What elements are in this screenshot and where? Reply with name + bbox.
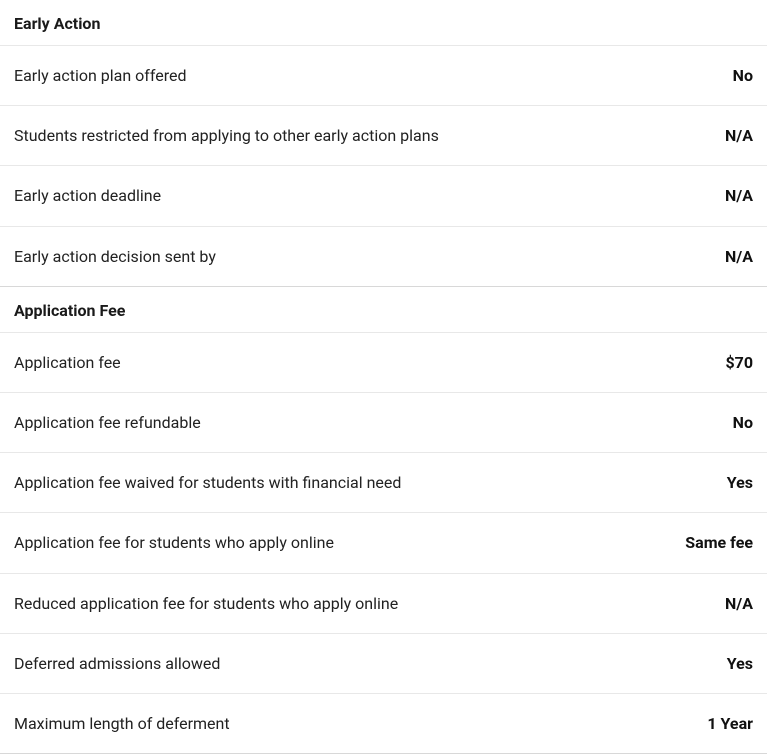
row-label: Students restricted from applying to oth… [14, 124, 439, 147]
row-value: N/A [725, 247, 753, 266]
section-header: Application Fee [0, 287, 767, 332]
table-row: Application fee $70 [0, 332, 767, 392]
table-row: Maximum length of deferment 1 Year [0, 693, 767, 753]
row-value: N/A [725, 594, 753, 613]
row-label: Early action decision sent by [14, 245, 216, 268]
row-label: Deferred admissions allowed [14, 652, 220, 675]
row-label: Application fee [14, 351, 121, 374]
table-row: Early action plan offered No [0, 45, 767, 105]
section-application-fee: Application Fee Application fee $70 Appl… [0, 287, 767, 754]
row-value: $70 [725, 353, 753, 372]
row-value: No [733, 66, 753, 85]
row-value: N/A [725, 126, 753, 145]
table-row: Reduced application fee for students who… [0, 573, 767, 633]
table-row: Application fee waived for students with… [0, 452, 767, 512]
row-value: 1 Year [707, 714, 753, 733]
row-label: Maximum length of deferment [14, 712, 230, 735]
row-value: Yes [727, 654, 753, 673]
table-row: Application fee refundable No [0, 392, 767, 452]
row-label: Application fee refundable [14, 411, 201, 434]
row-value: Yes [727, 473, 753, 492]
row-label: Reduced application fee for students who… [14, 592, 398, 615]
row-label: Application fee waived for students with… [14, 471, 401, 494]
row-value: N/A [725, 186, 753, 205]
table-row: Deferred admissions allowed Yes [0, 633, 767, 693]
table-row: Application fee for students who apply o… [0, 512, 767, 572]
section-header: Early Action [0, 0, 767, 45]
section-early-action: Early Action Early action plan offered N… [0, 0, 767, 287]
table-row: Early action decision sent by N/A [0, 226, 767, 286]
table-row: Early action deadline N/A [0, 165, 767, 225]
row-value: No [733, 413, 753, 432]
row-value: Same fee [685, 533, 753, 552]
row-label: Early action deadline [14, 184, 161, 207]
row-label: Application fee for students who apply o… [14, 531, 334, 554]
row-label: Early action plan offered [14, 64, 187, 87]
table-row: Students restricted from applying to oth… [0, 105, 767, 165]
